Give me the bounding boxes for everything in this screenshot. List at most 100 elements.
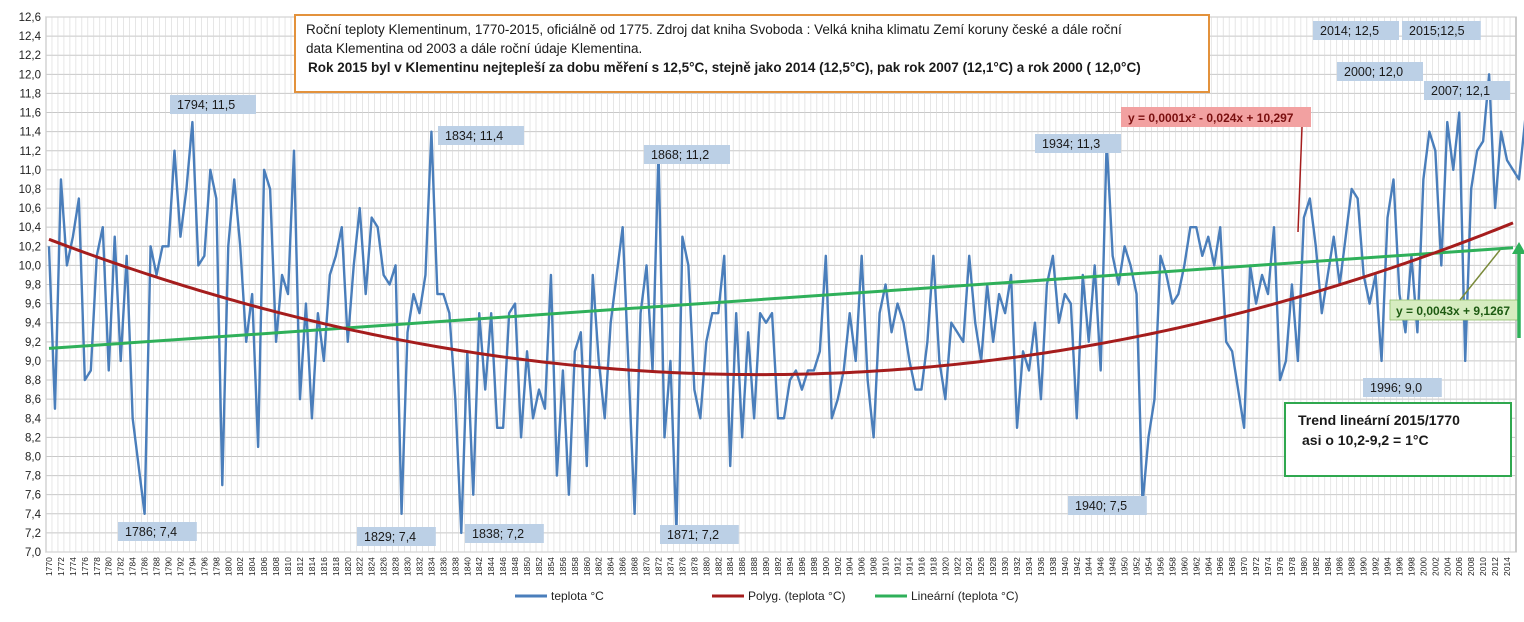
x-tick-label: 1942 [1072, 557, 1082, 576]
x-tick-label: 1958 [1167, 557, 1177, 576]
data-label-1934: 1934; 11,3 [1042, 137, 1100, 151]
x-tick-label: 1954 [1144, 557, 1154, 576]
data-label-box [170, 95, 256, 114]
y-tick-label: 11,0 [19, 165, 41, 177]
x-tick-label: 1996 [1394, 557, 1404, 576]
x-tick-label: 1782 [116, 557, 126, 576]
data-label-1996: 1996; 9,0 [1370, 381, 1422, 395]
x-tick-label: 2000 [1418, 557, 1428, 576]
x-tick-label: 1770 [44, 557, 54, 576]
x-tick-label: 1884 [725, 557, 735, 576]
legend-teplota-label: teplota °C [551, 589, 604, 603]
x-tick-label: 1946 [1096, 557, 1106, 576]
x-tick-label: 1868 [630, 557, 640, 576]
x-tick-label: 1914 [904, 557, 914, 576]
x-tick-label: 1822 [355, 557, 365, 576]
x-tick-label: 1814 [307, 557, 317, 576]
y-tick-label: 9,6 [25, 299, 41, 311]
x-tick-label: 1962 [1191, 557, 1201, 576]
x-tick-label: 1908 [869, 557, 879, 576]
linear-equation-leader [1459, 249, 1501, 301]
y-tick-label: 7,6 [25, 490, 41, 502]
trend-note-line-2: asi o 10,2-9,2 = 1°C [1302, 432, 1429, 448]
x-tick-label: 1916 [916, 557, 926, 576]
x-tick-label: 1842 [474, 557, 484, 576]
x-tick-label: 1794 [187, 557, 197, 576]
x-tick-label: 1784 [128, 557, 138, 576]
x-tick-label: 1808 [271, 557, 281, 576]
data-label-box [357, 527, 436, 546]
y-tick-label: 8,2 [25, 432, 41, 444]
data-label-1940: 1940; 7,5 [1075, 499, 1127, 513]
x-tick-label: 1982 [1311, 557, 1321, 576]
x-tick-label: 1910 [881, 557, 891, 576]
linear-equation-label: y = 0,0043x + 9,1267 [1396, 304, 1510, 318]
y-tick-label: 10,8 [19, 184, 41, 196]
x-tick-label: 1798 [211, 557, 221, 576]
x-tick-label: 1944 [1084, 557, 1094, 576]
x-tick-label: 1796 [199, 557, 209, 576]
x-tick-label: 1976 [1275, 557, 1285, 576]
x-tick-label: 1846 [498, 557, 508, 576]
x-tick-label: 1786 [140, 557, 150, 576]
x-tick-label: 1854 [546, 557, 556, 576]
x-tick-label: 1920 [940, 557, 950, 576]
y-tick-label: 8,0 [25, 451, 41, 463]
description-line-3: Rok 2015 byl v Klementinu nejtepleší za … [308, 60, 1141, 75]
x-tick-label: 1848 [510, 557, 520, 576]
x-tick-label: 1928 [988, 557, 998, 576]
x-tick-label: 1872 [654, 557, 664, 576]
x-tick-label: 1824 [367, 557, 377, 576]
x-tick-label: 1894 [785, 557, 795, 576]
x-tick-label: 1984 [1323, 557, 1333, 576]
y-tick-label: 10,2 [19, 241, 41, 253]
x-tick-label: 1780 [104, 557, 114, 576]
x-tick-label: 1988 [1347, 557, 1357, 576]
x-tick-label: 1806 [259, 557, 269, 576]
x-tick-label: 1886 [737, 557, 747, 576]
y-tick-label: 11,4 [19, 127, 41, 139]
x-tick-label: 1838 [450, 557, 460, 576]
x-tick-label: 1778 [92, 557, 102, 576]
y-tick-label: 11,2 [19, 146, 41, 158]
data-label-box [1068, 496, 1147, 515]
x-tick-label: 1968 [1227, 557, 1237, 576]
x-tick-label: 1880 [701, 557, 711, 576]
trend-note-line-1: Trend lineární 2015/1770 [1298, 412, 1460, 428]
data-label-box [1363, 378, 1442, 397]
x-tick-label: 1812 [295, 557, 305, 576]
x-tick-label: 1792 [175, 557, 185, 576]
x-tick-label: 1986 [1335, 557, 1345, 576]
x-tick-label: 1904 [845, 557, 855, 576]
x-tick-label: 1776 [80, 557, 90, 576]
x-tick-label: 1774 [68, 557, 78, 576]
x-tick-label: 1932 [1012, 557, 1022, 576]
data-label-box [1035, 134, 1121, 153]
x-tick-label: 1802 [235, 557, 245, 576]
data-label-box [1337, 62, 1423, 81]
y-tick-label: 11,6 [19, 108, 41, 120]
y-tick-label: 7,4 [25, 509, 42, 521]
x-tick-label: 1874 [665, 557, 675, 576]
data-label-1871: 1871; 7,2 [667, 528, 719, 542]
x-tick-label: 1948 [1108, 557, 1118, 576]
x-tick-label: 1888 [749, 557, 759, 576]
x-tick-label: 2010 [1478, 557, 1488, 576]
x-tick-label: 1912 [893, 557, 903, 576]
data-label-box [1402, 21, 1481, 40]
y-tick-label: 9,0 [25, 356, 41, 368]
data-label-box [644, 145, 730, 164]
x-tick-label: 2002 [1430, 557, 1440, 576]
x-tick-label: 1992 [1371, 557, 1381, 576]
y-tick-label: 10,4 [19, 222, 42, 234]
x-tick-label: 1832 [414, 557, 424, 576]
x-tick-label: 1870 [642, 557, 652, 576]
x-tick-label: 1998 [1406, 557, 1416, 576]
x-tick-label: 1810 [283, 557, 293, 576]
polynomial-trend-line [48, 221, 1514, 377]
x-tick-label: 1790 [164, 557, 174, 576]
x-tick-label: 1852 [534, 557, 544, 576]
x-tick-label: 1844 [486, 557, 496, 576]
series-area [47, 73, 1524, 535]
data-label-1868: 1868; 11,2 [651, 148, 709, 162]
